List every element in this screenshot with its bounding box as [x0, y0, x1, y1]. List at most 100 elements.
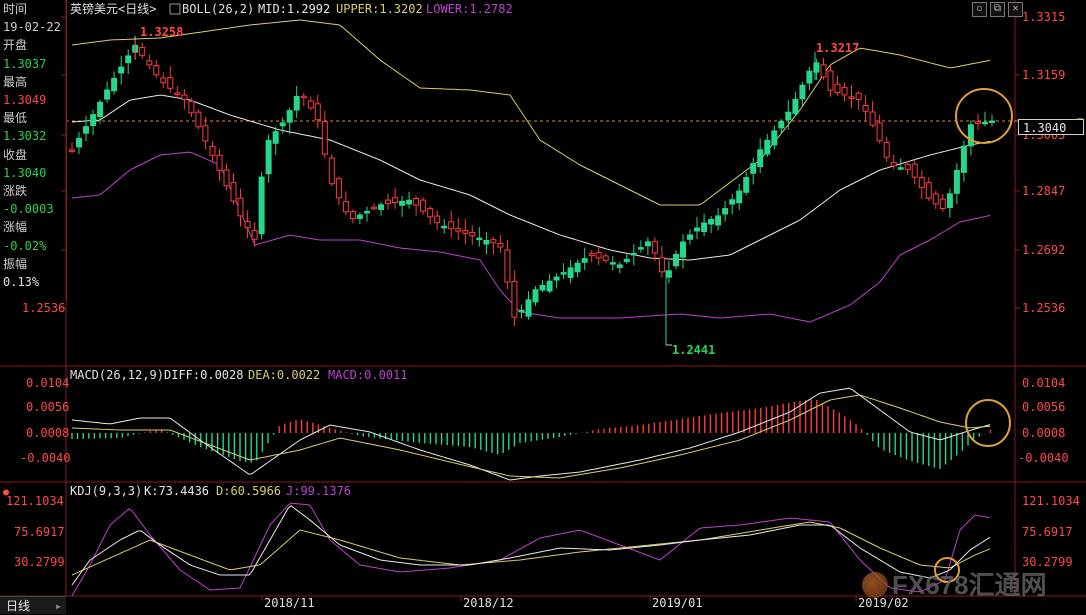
candle-body [827, 70, 834, 91]
candle-body [476, 237, 483, 241]
macd-diff-value: DIFF:0.0028 [164, 368, 243, 382]
candle-body [167, 77, 174, 89]
candle-body [750, 163, 757, 174]
candle-body [356, 214, 363, 219]
candle-body [567, 267, 574, 278]
candle-body [342, 201, 349, 213]
candle-body [799, 84, 806, 100]
candle-body [321, 121, 328, 155]
candle-body [188, 100, 195, 114]
candle-body [251, 230, 258, 240]
macd-axis-left: 0.0056 [26, 400, 69, 414]
x-axis-label: 2018/11 [264, 596, 315, 610]
change-value: -0.0003 [3, 202, 54, 217]
candle-body [244, 221, 251, 229]
candle-body [181, 94, 188, 100]
watermark: FX678汇通网 [862, 565, 1047, 602]
watermark-logo-icon [862, 572, 888, 598]
left-price-axis-label: 1.2536 [22, 301, 65, 315]
candle-body [434, 215, 441, 224]
candle-body [975, 121, 981, 125]
candle-body [630, 253, 637, 256]
change-pct-label: 涨幅 [3, 220, 28, 235]
kdj-axis-right: 30.2799 [1022, 555, 1073, 569]
candle-body [743, 177, 750, 193]
candle-body [855, 92, 862, 100]
candle-body [202, 125, 209, 142]
macd-axis-left: 0.0008 [26, 426, 69, 440]
highlight-circle-price [955, 88, 1013, 144]
candle-body [160, 77, 167, 84]
candle-body [118, 66, 125, 74]
close-label: 收盘 [3, 147, 28, 162]
low-label: 最低 [3, 111, 28, 126]
boll-title: BOLL(26,2) [182, 2, 254, 16]
macd-axis-left: -0.0040 [20, 451, 71, 465]
restore-icon[interactable]: ⧉ [990, 2, 1005, 17]
candle-body [792, 98, 799, 115]
close-icon[interactable]: ✕ [1008, 2, 1023, 17]
open-value: 1.3037 [3, 56, 47, 71]
candle-body [511, 280, 518, 318]
candle-body [560, 272, 567, 275]
macd-macd-value: MACD:0.0011 [328, 368, 407, 382]
kdj-axis-right: 75.6917 [1022, 525, 1073, 539]
period-tab-daily[interactable]: 日线 ▸ [0, 596, 66, 614]
candle-body [722, 208, 729, 215]
candle-body [462, 230, 469, 234]
candle-body [265, 139, 272, 175]
candle-body [953, 169, 960, 194]
candle-body [841, 87, 848, 96]
candle-body [307, 100, 314, 109]
candle-body [69, 149, 75, 152]
kdj-marker-icon: ● [3, 487, 9, 498]
kdj-axis-left: 75.6917 [14, 525, 65, 539]
candle-body [820, 64, 827, 78]
zoom-in-icon[interactable]: ▫ [972, 2, 987, 17]
candle-body [982, 121, 988, 125]
price-axis-label: 1.2847 [1022, 184, 1065, 198]
candle-body [195, 111, 202, 128]
candle-body [125, 55, 132, 64]
candle-body [413, 198, 420, 206]
macd-axis-right: 0.0056 [1022, 400, 1065, 414]
candle-body [293, 96, 300, 111]
candle-body [104, 89, 111, 100]
candle-body [876, 122, 883, 142]
candle-body [862, 105, 869, 112]
candle-body [97, 101, 104, 118]
candle-body [757, 149, 764, 168]
candle-body [806, 70, 813, 84]
candle-body [490, 239, 497, 244]
high-annotation-2: 1.3217 [816, 41, 859, 55]
candle-body [637, 247, 644, 250]
kdj-k-value: K:73.4436 [144, 484, 209, 498]
candle-body [778, 121, 785, 129]
candle-body [813, 62, 820, 73]
kdj-j-value: J:99.1376 [286, 484, 351, 498]
candle-body [694, 227, 700, 232]
candle-body [546, 280, 553, 292]
candle-body [736, 190, 743, 204]
boll-upper-line [71, 19, 991, 206]
kdj-d-value: D:60.5966 [216, 484, 281, 498]
candle-body [967, 124, 974, 147]
candle-body [448, 221, 455, 230]
low-annotation: 1.2441 [672, 343, 715, 357]
boll-indicator-icon[interactable] [169, 3, 181, 15]
candle-body [771, 130, 778, 146]
candle-body [420, 199, 427, 212]
open-label: 开盘 [3, 38, 28, 53]
candle-body [581, 258, 588, 263]
candle-body [658, 257, 665, 273]
high-label: 最高 [3, 74, 28, 89]
candle-body [729, 199, 736, 205]
candle-body [406, 199, 413, 205]
price-axis-label: 1.2536 [1022, 301, 1065, 315]
candle-body [911, 163, 918, 178]
candle-body [932, 193, 939, 205]
candle-body [602, 255, 609, 261]
candle-body [673, 253, 679, 267]
candle-body [427, 208, 434, 218]
